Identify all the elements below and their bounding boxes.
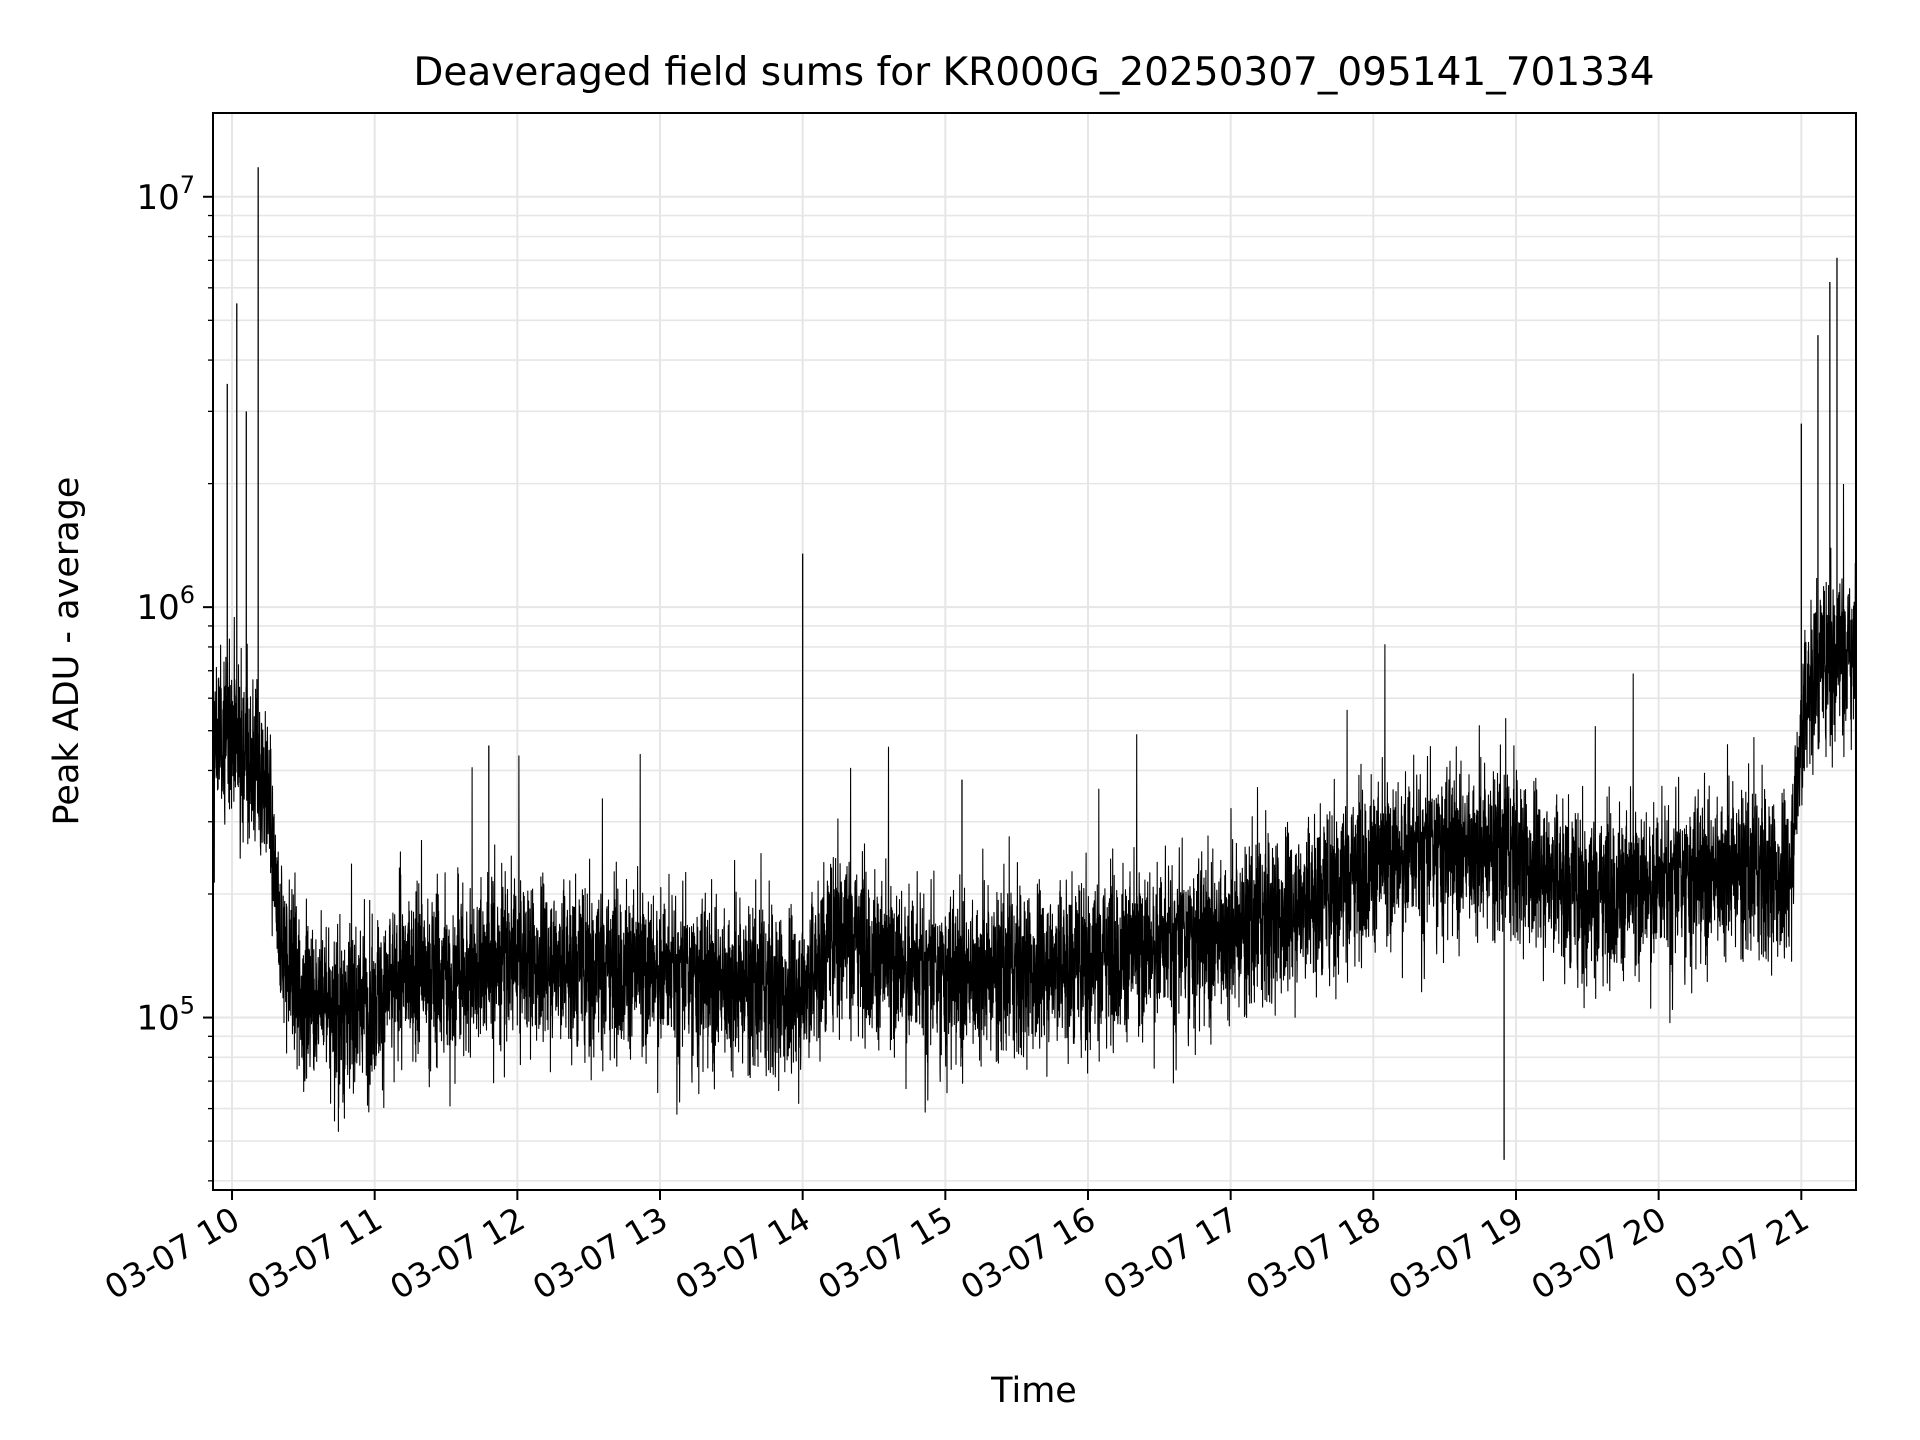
chart-title: Deaveraged field sums for KR000G_2025030… bbox=[413, 50, 1654, 95]
y-tick-label: 106 bbox=[136, 581, 195, 628]
data-series bbox=[212, 167, 1857, 1160]
series-line bbox=[212, 483, 1857, 1132]
plot-frame bbox=[212, 112, 1857, 1191]
y-tick-label: 107 bbox=[136, 171, 195, 218]
x-axis-label: Time bbox=[990, 1371, 1077, 1411]
y-axis-label: Peak ADU - average bbox=[47, 477, 87, 826]
y-tick-label: 105 bbox=[136, 992, 195, 1039]
grid bbox=[213, 113, 1856, 1190]
